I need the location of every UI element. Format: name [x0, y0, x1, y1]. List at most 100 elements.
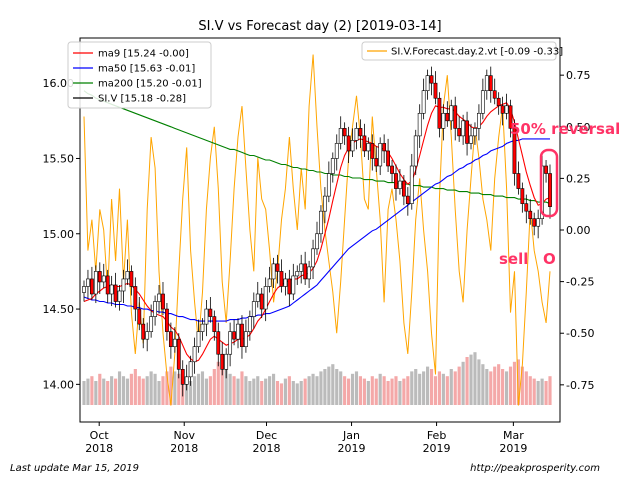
volume-bar	[453, 371, 457, 405]
candle-body	[465, 120, 469, 144]
candle-body	[271, 263, 276, 280]
volume-bar	[232, 376, 236, 405]
legend-entry: ma50 [15.63 -0.01]	[98, 64, 195, 75]
candle-body	[291, 275, 296, 295]
candle-body	[141, 323, 146, 340]
candle-body	[532, 218, 537, 227]
volume-bar	[327, 366, 331, 405]
candle-body	[157, 293, 161, 302]
candle-body	[433, 82, 438, 99]
annotation-sell: sell	[499, 250, 528, 268]
candle-body	[315, 233, 319, 250]
volume-bar	[149, 371, 153, 405]
candle-body	[394, 173, 398, 189]
volume-bar	[489, 371, 493, 405]
volume-bar	[382, 376, 386, 405]
volume-bar	[240, 371, 244, 405]
candle-body	[176, 338, 181, 370]
volume-bar	[501, 369, 505, 405]
candle-body	[275, 263, 280, 272]
candle-body	[303, 263, 308, 280]
volume-bar	[544, 381, 548, 405]
volume-bar	[260, 381, 264, 405]
volume-bar	[354, 371, 359, 405]
candle-body	[334, 143, 339, 159]
volume-bar	[145, 376, 149, 405]
x-tick-year: 2018	[253, 442, 281, 455]
legend-entry: ma200 [15.20 -0.01]	[98, 79, 202, 90]
volume-bar	[110, 376, 114, 405]
candle-body	[240, 323, 244, 348]
candle-body	[516, 173, 521, 189]
volume-bar	[402, 378, 406, 405]
volume-bar	[244, 376, 248, 405]
volume-bar	[520, 366, 524, 405]
candle-body	[137, 308, 142, 325]
candle-body	[480, 90, 485, 114]
legend-entry: SI.V [15.18 -0.28]	[98, 94, 186, 105]
volume-bar	[185, 378, 189, 405]
volume-bar	[429, 369, 434, 405]
volume-bar	[157, 381, 161, 405]
legend-entry: SI.V.Forecast.day.2.vt [-0.09 -0.33]	[391, 47, 563, 58]
legend-left-box	[67, 41, 212, 109]
volume-bar	[343, 376, 347, 405]
volume-bar	[248, 381, 252, 405]
candle-body	[133, 286, 138, 310]
volume-bar	[189, 381, 193, 405]
volume-bar	[418, 373, 422, 405]
candle-body	[520, 188, 525, 204]
x-tick-label: Oct	[90, 429, 110, 442]
volume-bar	[133, 369, 137, 405]
volume-bar	[98, 373, 102, 405]
volume-bar	[102, 378, 106, 405]
y-left-tick-label: 14.50	[43, 303, 75, 316]
candle-body	[161, 293, 165, 310]
candle-body	[299, 263, 304, 272]
volume-bar	[504, 371, 509, 405]
candle-body	[322, 195, 327, 212]
series-line-ma200	[83, 90, 551, 205]
candle-body	[247, 316, 252, 332]
candle-body	[330, 158, 335, 174]
candle-body	[461, 120, 466, 137]
y-left-tick-label: 15.50	[43, 152, 75, 165]
candle-body	[319, 210, 323, 235]
x-tick-label: Feb	[427, 429, 446, 442]
candle-body	[93, 271, 98, 295]
candle-body	[263, 286, 268, 310]
volume-bar	[307, 376, 311, 405]
volume-bar	[177, 373, 181, 405]
volume-bar	[106, 381, 110, 405]
volume-bar	[378, 373, 382, 405]
y-right-tick-label: 0.25	[566, 172, 591, 185]
candle-body	[338, 128, 343, 144]
volume-bar	[469, 354, 473, 405]
candle-body	[244, 331, 248, 348]
volume-bar	[125, 378, 130, 405]
footer-url[interactable]: http://peakprosperity.com	[470, 463, 600, 474]
volume-bar	[208, 376, 212, 405]
volume-bar	[414, 369, 418, 405]
candle-body	[374, 158, 379, 167]
candle-body	[366, 143, 371, 152]
volume-bar	[82, 381, 86, 405]
series-line-ma9	[83, 102, 551, 363]
volume-bar	[461, 361, 465, 405]
volume-bar	[370, 376, 374, 405]
candle-body	[82, 286, 86, 293]
candle-body	[370, 143, 375, 159]
candle-body	[425, 75, 430, 92]
volume-bar	[117, 371, 122, 405]
candle-body	[255, 293, 260, 302]
candle-body	[180, 368, 185, 385]
series-line-ma50	[83, 138, 550, 322]
candle-body	[220, 353, 225, 370]
moving-averages	[83, 90, 551, 363]
legends: ma9 [15.24 -0.00] ma50 [15.63 -0.01] ma200…	[67, 41, 563, 109]
volume-bar	[264, 378, 268, 405]
volume-bar	[433, 376, 438, 405]
candle-body	[409, 165, 414, 204]
volume-bar	[477, 359, 481, 405]
volume-bar	[323, 369, 327, 405]
